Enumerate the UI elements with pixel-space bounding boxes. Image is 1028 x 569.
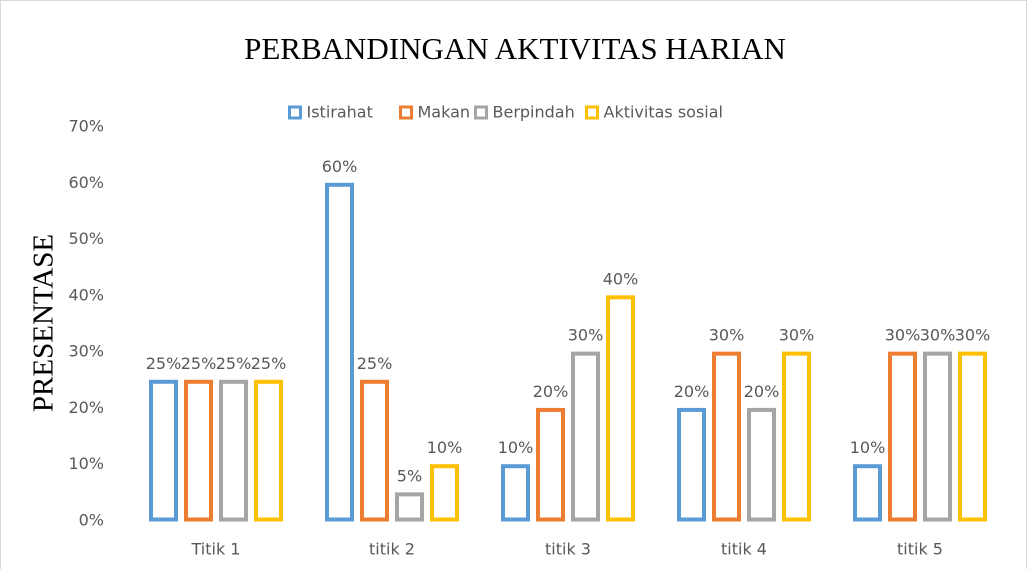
value-label: 30% xyxy=(779,326,815,345)
value-label: 10% xyxy=(498,438,534,457)
bar xyxy=(958,351,987,522)
y-tick-label: 20% xyxy=(68,398,104,417)
y-tick-label: 70% xyxy=(68,117,104,136)
y-tick-label: 0% xyxy=(79,511,104,530)
value-label: 30% xyxy=(920,326,956,345)
y-tick-label: 40% xyxy=(68,285,104,304)
legend-label: Berpindah xyxy=(493,103,575,122)
value-label: 60% xyxy=(322,157,358,176)
value-label: 25% xyxy=(146,354,182,373)
chart-title: PERBANDINGAN AKTIVITAS HARIAN xyxy=(244,31,786,66)
x-tick-label: titik 5 xyxy=(897,540,943,559)
legend-swatch xyxy=(585,105,599,120)
bar xyxy=(430,464,459,522)
bar xyxy=(184,379,213,522)
value-label: 10% xyxy=(427,438,463,457)
bar xyxy=(923,351,952,522)
y-tick-label: 30% xyxy=(68,342,104,361)
bar xyxy=(360,379,389,522)
bar xyxy=(888,351,917,522)
legend-label: Aktivitas sosial xyxy=(604,103,724,122)
value-label: 20% xyxy=(674,382,710,401)
y-axis-label: PRESENTASE xyxy=(28,234,60,412)
bar xyxy=(606,295,635,522)
bar xyxy=(219,379,248,522)
bar xyxy=(501,464,530,522)
legend-swatch xyxy=(474,105,488,120)
value-label: 30% xyxy=(955,326,991,345)
value-label: 30% xyxy=(568,326,604,345)
value-label: 5% xyxy=(397,466,422,485)
legend-swatch xyxy=(399,105,413,120)
value-label: 20% xyxy=(533,382,569,401)
y-tick-label: 10% xyxy=(68,454,104,473)
value-label: 30% xyxy=(885,326,921,345)
bar xyxy=(712,351,741,522)
y-tick-label: 50% xyxy=(68,229,104,248)
x-tick-label: Titik 1 xyxy=(191,540,241,559)
x-tick-label: titik 3 xyxy=(545,540,591,559)
value-label: 40% xyxy=(603,269,639,288)
value-label: 10% xyxy=(850,438,886,457)
x-tick-label: titik 2 xyxy=(369,540,415,559)
value-label: 25% xyxy=(181,354,217,373)
value-label: 25% xyxy=(357,354,393,373)
bar xyxy=(853,464,882,522)
bar xyxy=(149,379,178,522)
bar xyxy=(747,407,776,522)
bar xyxy=(571,351,600,522)
value-label: 20% xyxy=(744,382,780,401)
bar xyxy=(254,379,283,522)
bar xyxy=(536,407,565,522)
legend-swatch xyxy=(288,105,302,120)
y-tick-label: 60% xyxy=(68,173,104,192)
bar xyxy=(325,182,354,522)
bar xyxy=(395,492,424,522)
bar xyxy=(677,407,706,522)
value-label: 25% xyxy=(216,354,252,373)
legend-label: Makan xyxy=(418,103,471,122)
bar xyxy=(782,351,811,522)
legend-label: Istirahat xyxy=(307,103,373,122)
x-tick-label: titik 4 xyxy=(721,540,767,559)
value-label: 25% xyxy=(251,354,287,373)
value-label: 30% xyxy=(709,326,745,345)
